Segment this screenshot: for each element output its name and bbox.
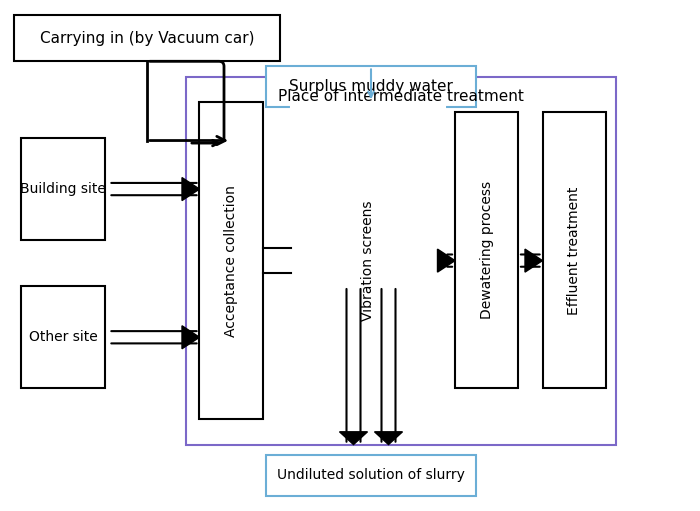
Text: Place of intermediate treatment: Place of intermediate treatment (278, 89, 524, 104)
Text: Vibration screens: Vibration screens (360, 200, 374, 321)
Text: Effluent treatment: Effluent treatment (567, 186, 581, 315)
Text: Other site: Other site (29, 330, 97, 344)
FancyBboxPatch shape (542, 112, 606, 388)
Text: Acceptance collection: Acceptance collection (224, 184, 238, 337)
FancyBboxPatch shape (21, 286, 105, 388)
Polygon shape (182, 326, 199, 349)
Text: Carrying in (by Vacuum car): Carrying in (by Vacuum car) (40, 31, 254, 46)
FancyBboxPatch shape (14, 15, 280, 61)
FancyBboxPatch shape (266, 455, 476, 496)
FancyBboxPatch shape (290, 102, 444, 419)
FancyBboxPatch shape (21, 138, 105, 240)
Text: Surplus muddy water: Surplus muddy water (289, 79, 453, 95)
Text: Building site: Building site (20, 182, 106, 196)
FancyBboxPatch shape (199, 102, 262, 419)
Polygon shape (374, 432, 402, 445)
Polygon shape (525, 249, 542, 272)
Text: Dewatering process: Dewatering process (480, 181, 494, 319)
Polygon shape (340, 432, 368, 445)
FancyBboxPatch shape (266, 66, 476, 107)
FancyBboxPatch shape (455, 112, 518, 388)
Text: Undiluted solution of slurry: Undiluted solution of slurry (277, 468, 465, 482)
Polygon shape (182, 178, 199, 201)
Polygon shape (438, 249, 455, 272)
